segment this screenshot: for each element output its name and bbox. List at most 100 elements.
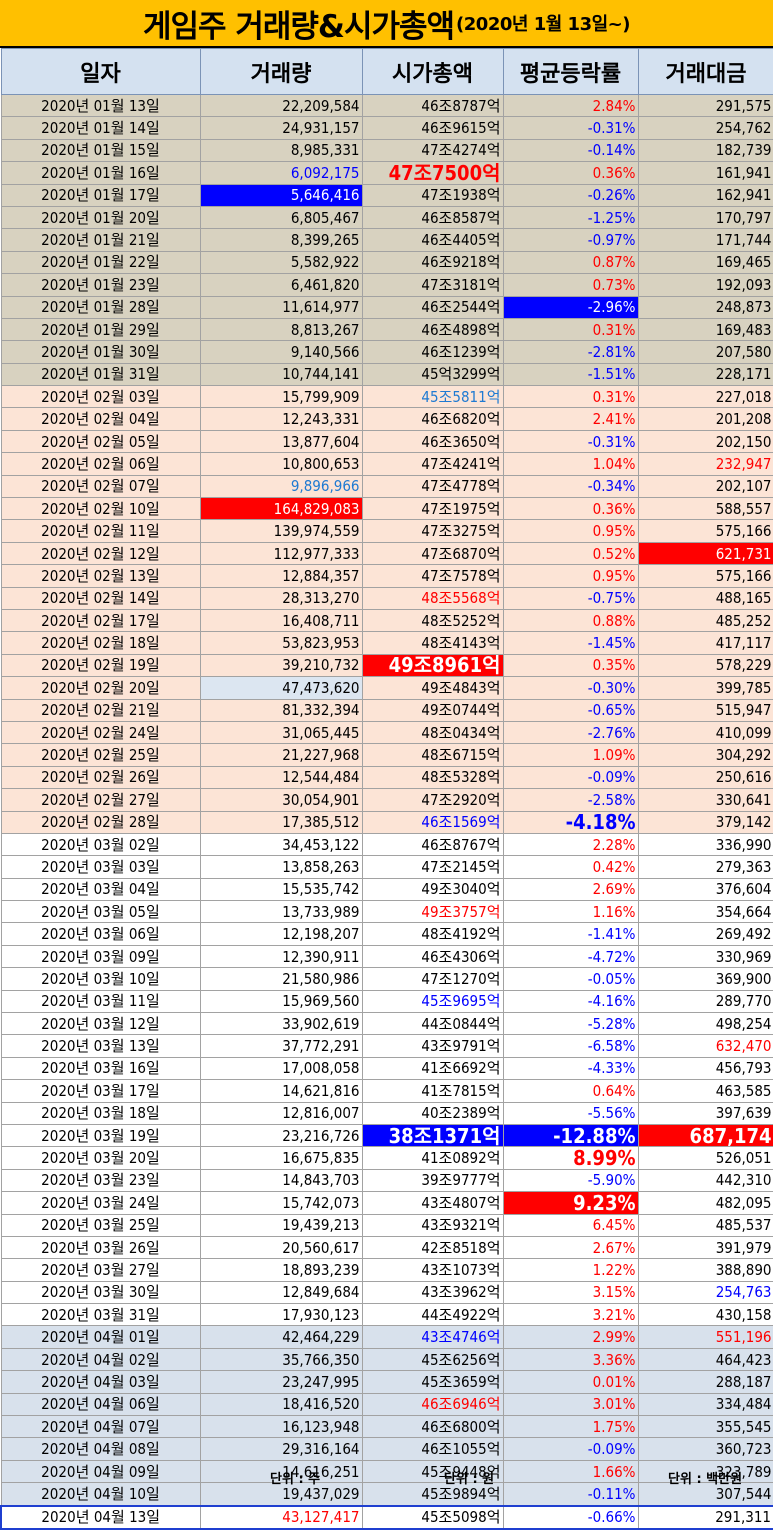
date-cell: 2020년 03월 18일 [0, 1101, 201, 1125]
volume-cell: 12,816,007 [199, 1101, 363, 1125]
market-cap-cell: 38조1371억 [361, 1123, 504, 1148]
volume-cell: 53,823,953 [199, 631, 363, 655]
table-row: 2020년 02월 21일 81,332,394 49조0744억 -0.65% 515… [0, 698, 773, 722]
table-row: 2020년 04월 03일 23,247,995 45조3659억 0.01% 288,… [0, 1370, 773, 1394]
date-cell: 2020년 01월 16일 [0, 161, 201, 185]
date-cell: 2020년 03월 11일 [0, 989, 201, 1014]
avg-rate-cell: 2.84% [502, 93, 639, 118]
date-cell: 2020년 02월 14일 [0, 586, 201, 610]
table-row: 2020년 02월 19일 39,210,732 49조8961억 0.35% 578,… [0, 653, 773, 678]
date-cell: 2020년 02월 13일 [0, 564, 201, 588]
market-cap-cell: 46조6800억 [361, 1415, 504, 1439]
volume-cell: 12,544,484 [199, 765, 363, 790]
market-cap-cell: 48조6715억 [361, 743, 504, 767]
volume-cell: 43,127,417 [199, 1504, 363, 1530]
avg-rate-cell: -6.58% [502, 1034, 639, 1058]
date-cell: 2020년 02월 24일 [0, 720, 201, 745]
table-row: 2020년 04월 06일 18,416,520 46조6946억 3.01% 334,… [0, 1392, 773, 1417]
avg-rate-cell: 0.31% [502, 385, 639, 409]
table-row: 2020년 03월 19일 23,216,726 38조1371억 -12.88% 68… [0, 1123, 773, 1148]
table-row: 2020년 01월 29일 8,813,267 46조4898억 0.31% 169,4… [0, 317, 773, 342]
avg-rate-cell: 1.16% [502, 900, 639, 924]
market-cap-cell: 46조3650억 [361, 429, 504, 454]
date-cell: 2020년 01월 31일 [0, 362, 201, 387]
volume-cell: 33,902,619 [199, 1012, 363, 1036]
market-cap-cell: 45조6256억 [361, 1347, 504, 1372]
header-date: 일자 [0, 48, 201, 95]
volume-cell: 12,243,331 [199, 407, 363, 431]
market-cap-cell: 43조9321억 [361, 1213, 504, 1237]
table-row: 2020년 01월 15일 8,985,331 47조4274억 -0.14% 182,… [0, 138, 773, 163]
date-cell: 2020년 04월 02일 [0, 1347, 201, 1372]
table-row: 2020년 01월 16일 6,092,175 47조7500억 0.36% 161,9… [0, 161, 773, 185]
table-row: 2020년 04월 08일 29,316,164 46조1055억 -0.09% 360… [0, 1437, 773, 1461]
market-cap-cell: 44조4922억 [361, 1303, 504, 1327]
table-row: 2020년 03월 24일 15,742,073 43조4807억 9.23% 482,… [0, 1191, 773, 1215]
table-row: 2020년 03월 02일 34,453,122 46조8767억 2.28% 336,… [0, 832, 773, 857]
market-cap-cell: 44조0844억 [361, 1012, 504, 1036]
date-cell: 2020년 01월 14일 [0, 116, 201, 140]
date-cell: 2020년 02월 21일 [0, 698, 201, 722]
volume-cell: 15,799,909 [199, 385, 363, 409]
volume-cell: 5,582,922 [199, 250, 363, 275]
market-cap-cell: 46조8587억 [361, 205, 504, 230]
date-cell: 2020년 02월 25일 [0, 743, 201, 767]
table-row: 2020년 02월 24일 31,065,445 48조0434억 -2.76% 410… [0, 720, 773, 745]
trade-amount-cell: 232,947 [637, 452, 773, 476]
avg-rate-cell: 2.67% [502, 1235, 639, 1260]
avg-rate-cell: -0.09% [502, 765, 639, 790]
market-cap-cell: 46조4405억 [361, 228, 504, 252]
market-cap-cell: 43조3962억 [361, 1280, 504, 1305]
volume-cell: 14,621,816 [199, 1079, 363, 1103]
trade-amount-cell: 169,465 [637, 250, 773, 275]
market-cap-cell: 45조5098억 [361, 1504, 504, 1530]
trade-amount-cell: 254,763 [637, 1280, 773, 1305]
header-trade-amount: 거래대금 [637, 48, 773, 95]
volume-cell: 13,733,989 [199, 900, 363, 924]
market-cap-cell: 48조5568억 [361, 586, 504, 610]
avg-rate-cell: 0.01% [502, 1370, 639, 1394]
table-row: 2020년 03월 17일 14,621,816 41조7815억 0.64% 463,… [0, 1079, 773, 1103]
market-cap-cell: 49조0744억 [361, 698, 504, 722]
trade-amount-cell: 360,723 [637, 1437, 773, 1461]
avg-rate-cell: -0.30% [502, 676, 639, 700]
table-row: 2020년 03월 06일 12,198,207 48조4192억 -1.41% 269… [0, 922, 773, 946]
trade-amount-cell: 526,051 [637, 1146, 773, 1170]
date-cell: 2020년 03월 24일 [0, 1191, 201, 1215]
date-cell: 2020년 04월 13일 [0, 1504, 201, 1530]
trade-amount-cell: 442,310 [637, 1168, 773, 1193]
market-cap-cell: 41조7815억 [361, 1079, 504, 1103]
market-cap-cell: 47조4274억 [361, 138, 504, 163]
date-cell: 2020년 03월 26일 [0, 1235, 201, 1260]
trade-amount-cell: 254,762 [637, 116, 773, 140]
header-market-cap: 시가총액 [361, 48, 504, 95]
trade-amount-cell: 334,484 [637, 1392, 773, 1417]
avg-rate-cell: 0.36% [502, 497, 639, 521]
trade-amount-cell: 171,744 [637, 228, 773, 252]
volume-cell: 17,930,123 [199, 1303, 363, 1327]
date-cell: 2020년 03월 02일 [0, 832, 201, 857]
date-cell: 2020년 04월 07일 [0, 1415, 201, 1439]
table-row: 2020년 03월 03일 13,858,263 47조2145억 0.42% 279,… [0, 855, 773, 879]
market-cap-cell: 46조4306억 [361, 944, 504, 969]
table-row: 2020년 02월 11일 139,974,559 47조3275억 0.95% 575… [0, 519, 773, 543]
market-cap-cell: 45조3659억 [361, 1370, 504, 1394]
market-cap-cell: 47조7500억 [361, 161, 504, 185]
trade-amount-cell: 391,979 [637, 1235, 773, 1260]
avg-rate-cell: 6.45% [502, 1213, 639, 1237]
date-cell: 2020년 02월 28일 [0, 810, 201, 834]
market-cap-cell: 41조0892억 [361, 1146, 504, 1170]
volume-cell: 11,614,977 [199, 295, 363, 319]
table-row: 2020년 02월 12일 112,977,333 47조6870억 0.52% 621… [0, 541, 773, 566]
date-cell: 2020년 02월 20일 [0, 676, 201, 700]
date-cell: 2020년 02월 07일 [0, 474, 201, 499]
date-cell: 2020년 02월 26일 [0, 765, 201, 790]
avg-rate-cell: -2.96% [502, 295, 639, 319]
date-cell: 2020년 01월 23일 [0, 273, 201, 297]
trade-amount-cell: 291,575 [637, 93, 773, 118]
market-cap-cell: 46조8787억 [361, 93, 504, 118]
trade-amount-cell: 379,142 [637, 810, 773, 834]
trade-amount-cell: 376,604 [637, 877, 773, 902]
volume-cell: 81,332,394 [199, 698, 363, 722]
market-cap-cell: 46조1569억 [361, 810, 504, 834]
